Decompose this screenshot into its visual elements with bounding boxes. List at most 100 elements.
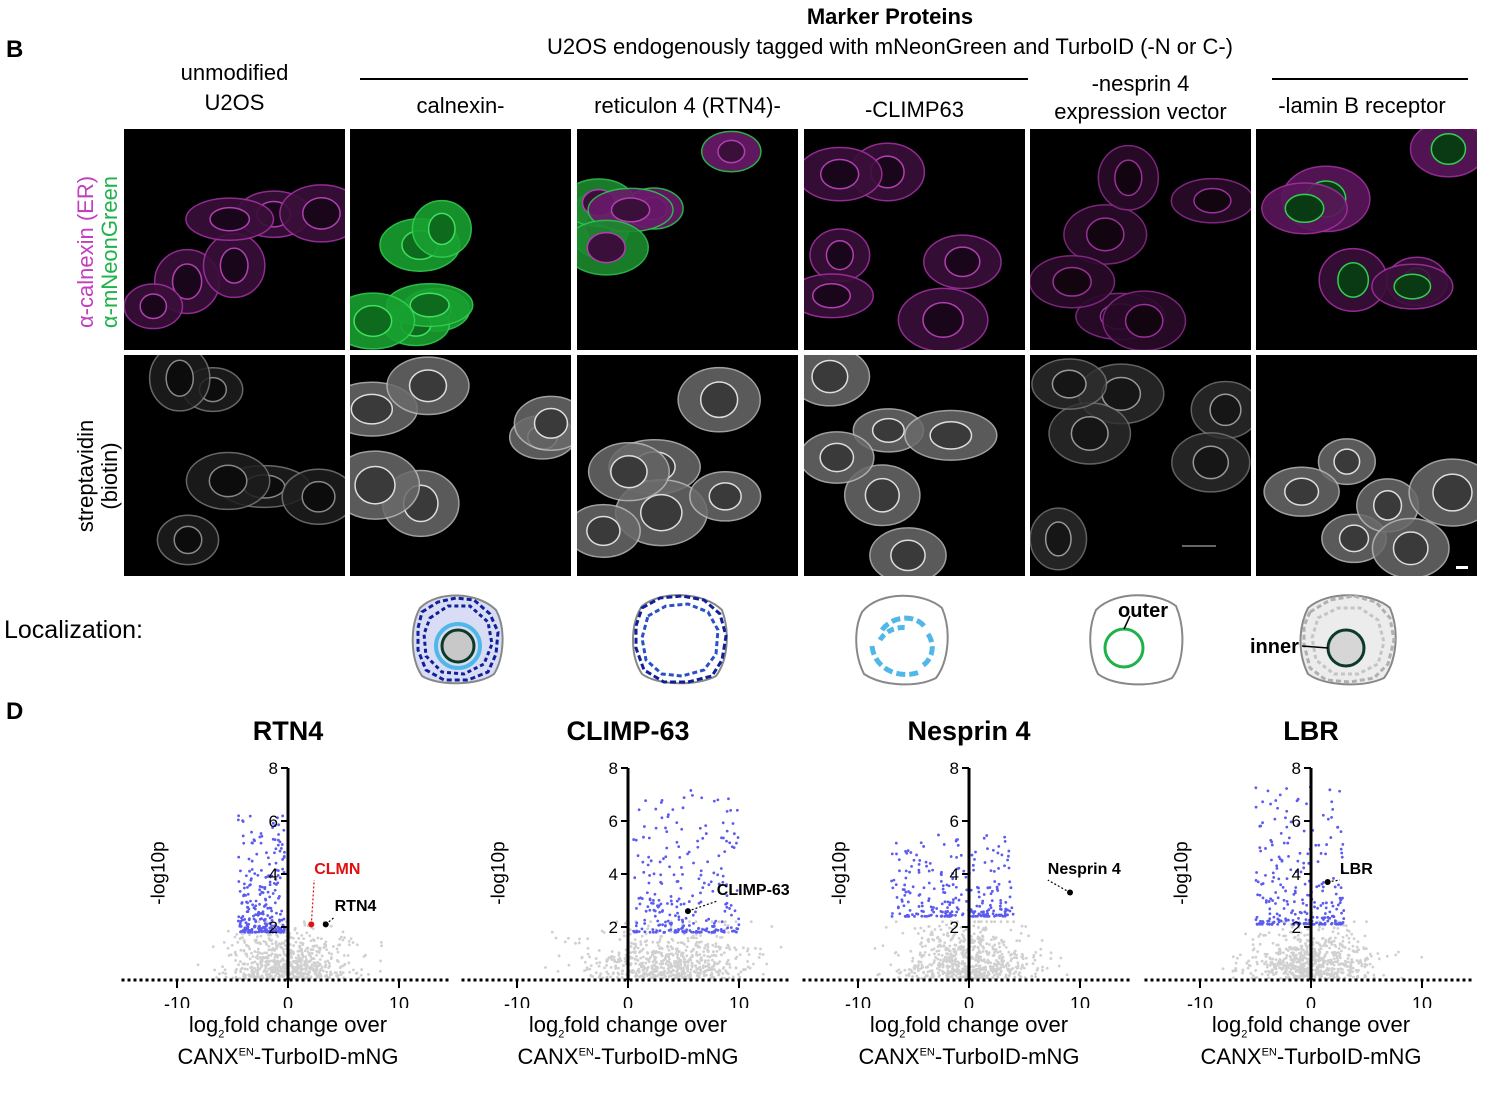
data-point [309,976,313,979]
data-point [1254,955,1258,959]
data-point [736,836,740,839]
localization-label: Localization: [4,616,143,644]
data-point [351,941,355,944]
data-point [891,912,894,915]
data-point [646,965,650,969]
data-point [1268,956,1272,960]
data-point [998,904,1002,908]
data-point [712,871,716,875]
data-point [1328,910,1332,914]
data-point [1021,954,1025,958]
x-axis-label: log2fold change over CANXEN-TurboID-mNG [1161,1010,1461,1072]
data-point [236,818,240,822]
x-tick-label: 0 [964,994,974,1008]
data-point [998,914,1001,917]
data-point [1272,915,1276,919]
data-point [904,849,907,853]
data-point [1319,944,1322,948]
data-point [1290,911,1293,915]
data-point [1322,956,1325,960]
data-point [1012,920,1015,924]
data-point [1293,935,1297,939]
data-point [938,968,942,972]
data-point [975,971,978,974]
data-point [591,975,594,978]
data-point [1023,976,1027,980]
data-point [1328,788,1332,792]
nucleus-shape [1392,531,1429,566]
data-point [974,850,977,854]
data-point [339,970,342,974]
data-point [999,969,1003,973]
data-point [702,950,706,954]
data-point [1341,962,1344,966]
data-point [599,972,603,976]
data-point [656,974,660,977]
data-point [953,924,957,928]
data-point [247,857,251,861]
data-point [975,967,979,971]
data-point [675,821,679,825]
data-point [1357,968,1360,972]
scale-bar [1456,566,1468,569]
data-point [239,948,243,952]
data-point [1337,947,1341,950]
data-point [283,850,286,854]
data-point [988,886,992,889]
data-point [328,976,331,980]
data-point [279,912,282,916]
data-point [1009,959,1013,963]
data-point [954,950,958,954]
data-point [922,971,925,975]
data-point [969,888,973,892]
data-point [1006,908,1009,912]
data-point [686,852,689,856]
data-point [1325,901,1328,905]
data-point [704,965,707,968]
data-point [770,925,774,928]
data-point [747,953,751,956]
data-point [254,904,258,908]
data-point [735,808,739,812]
data-point [264,940,268,944]
data-point [675,840,679,844]
data-point [254,899,258,903]
data-point [244,926,248,930]
data-point [589,964,593,968]
data-point [297,936,301,940]
data-point [919,841,923,845]
data-point [971,957,975,960]
data-point [972,932,976,936]
data-point [1365,947,1368,951]
data-point [679,902,683,906]
nucleus-shape [819,442,855,473]
data-point [994,948,998,951]
data-point [1280,859,1284,862]
data-point [711,889,715,893]
data-point [986,886,990,890]
data-point [645,969,649,972]
data-point [960,944,963,948]
data-point [922,886,926,890]
data-point [1284,938,1288,942]
data-point [637,930,641,934]
data-point [1269,802,1272,806]
data-point [281,965,285,968]
data-point [688,929,692,932]
data-point [1297,975,1301,978]
data-point [1332,963,1336,967]
data-point [1277,933,1281,937]
panel-letter-d: D [6,698,24,725]
data-point [242,928,246,932]
data-point [986,958,990,962]
data-point [911,959,914,963]
data-point [263,963,267,967]
data-point [897,976,901,980]
data-point [1261,821,1264,825]
data-point [1274,958,1278,962]
x-tick-label: 0 [1306,994,1316,1008]
data-point [922,929,926,933]
data-point [717,973,721,976]
nucleus-shape [427,212,456,246]
annotation-label: Nesprin 4 [1048,861,1121,878]
